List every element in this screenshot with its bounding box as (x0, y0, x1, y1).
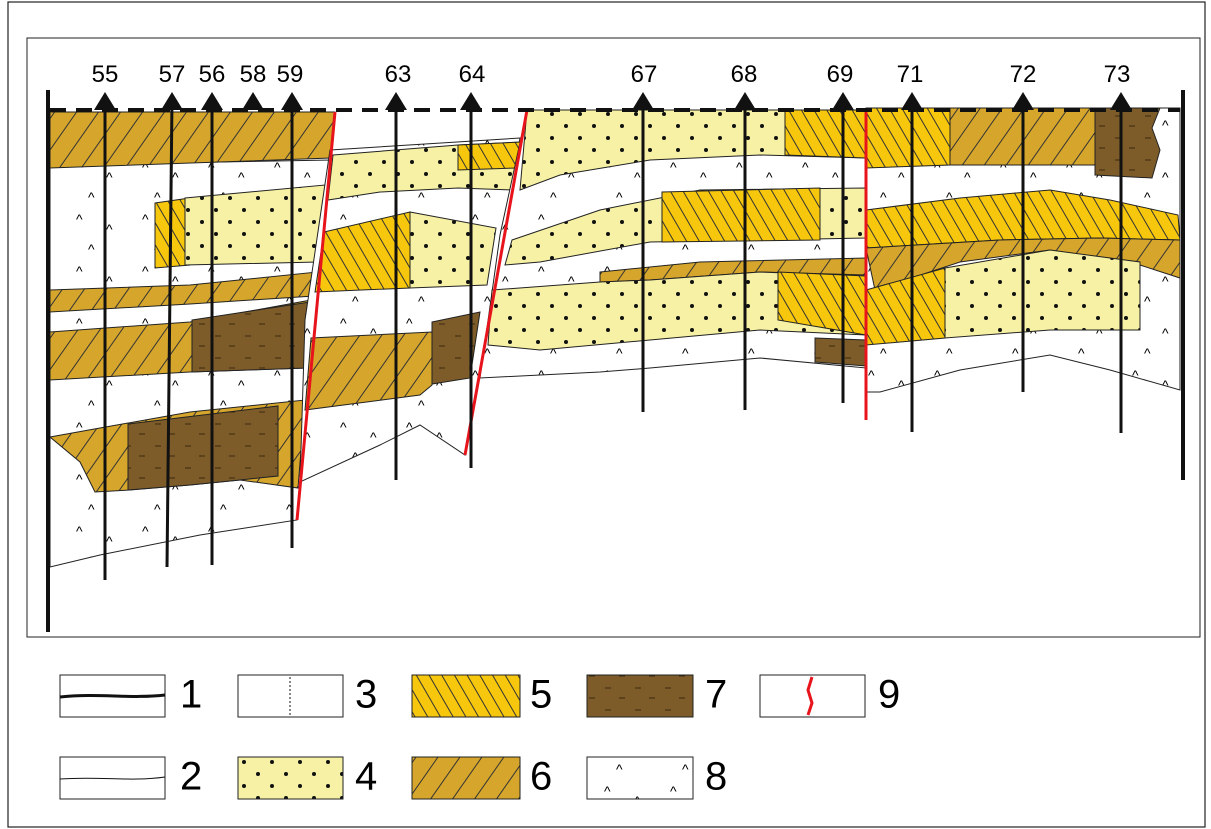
well-label: 63 (385, 61, 412, 88)
well-label: 72 (1010, 61, 1037, 88)
well-head (1110, 92, 1132, 110)
well-head (734, 92, 756, 110)
strata (50, 108, 1180, 567)
legend-label: 1 (180, 673, 202, 717)
legend-label: 4 (355, 755, 377, 799)
well-label: 67 (631, 61, 658, 88)
legend-label: 9 (878, 673, 900, 717)
well-label: 56 (199, 61, 226, 88)
well-label: 57 (159, 61, 186, 88)
well-head (201, 92, 223, 110)
well-head (460, 92, 482, 110)
well-label: 68 (731, 61, 758, 88)
well-label: 71 (897, 61, 924, 88)
cross-section: ^^^ 55575658596364676869717273 (0, 0, 1211, 829)
well-label: 59 (277, 61, 304, 88)
well-head (242, 92, 264, 110)
well-head (1012, 92, 1034, 110)
legend-label: 8 (705, 755, 727, 799)
well-label: 55 (92, 61, 119, 88)
legend-label: 5 (530, 673, 552, 717)
well-head (161, 92, 183, 110)
well-head (832, 92, 854, 110)
well-label: 58 (240, 61, 267, 88)
well-head (901, 92, 923, 110)
well-label: 69 (827, 61, 854, 88)
well-head (385, 92, 407, 110)
legend-label: 2 (180, 755, 202, 799)
well-head (281, 92, 303, 110)
legend-label: 3 (355, 673, 377, 717)
well-head (94, 92, 116, 110)
well-label: 73 (1104, 61, 1131, 88)
legend-label: 6 (530, 755, 552, 799)
well-head (632, 92, 654, 110)
well-label: 64 (459, 61, 486, 88)
legend-label: 7 (705, 673, 727, 717)
